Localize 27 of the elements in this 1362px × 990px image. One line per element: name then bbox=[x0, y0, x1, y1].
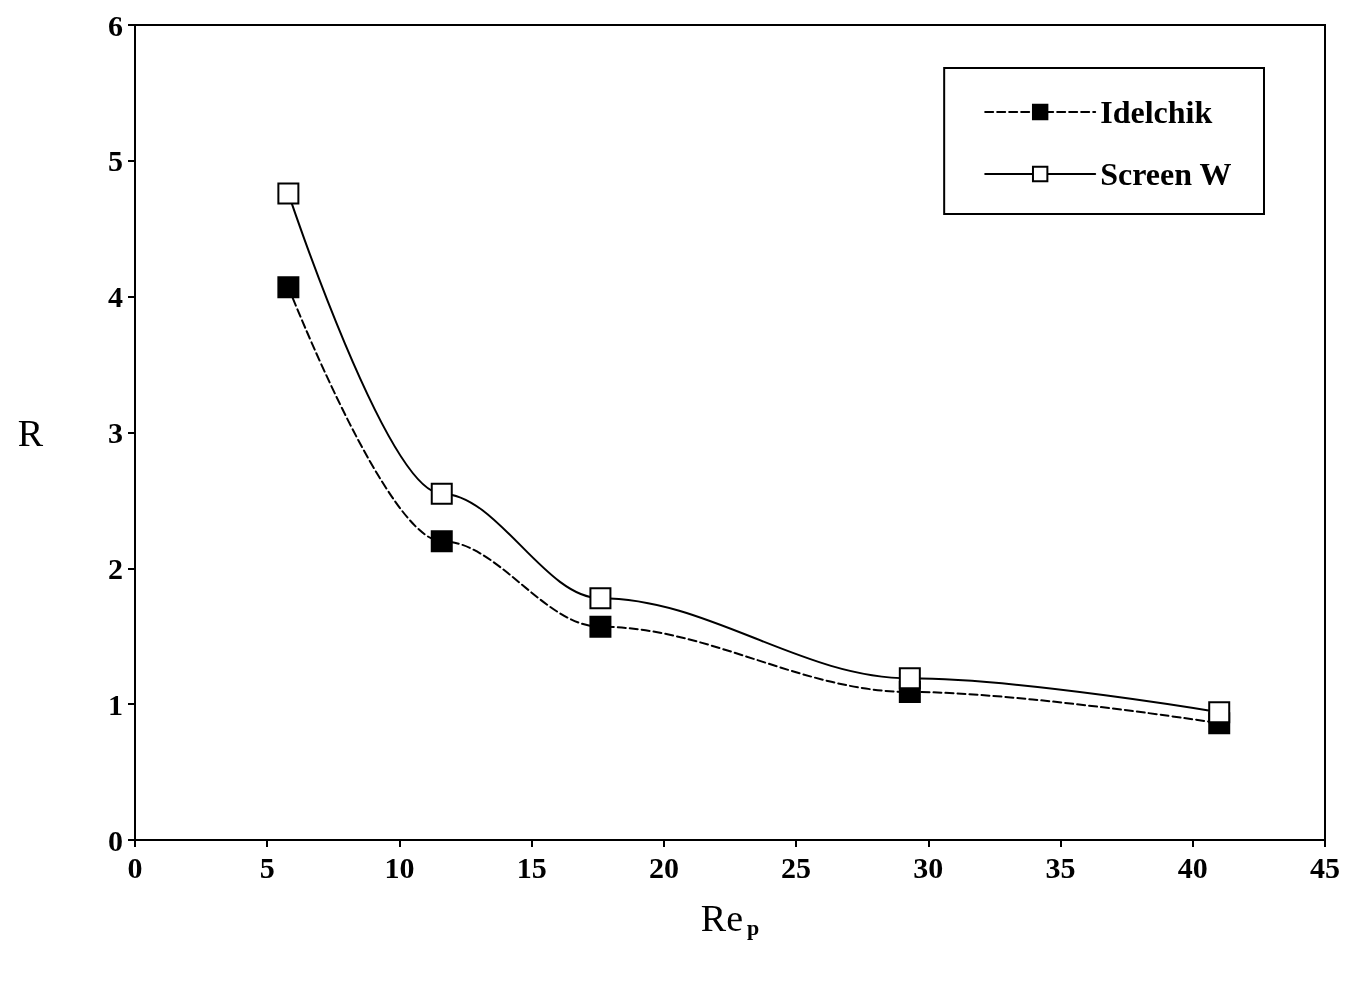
point bbox=[589, 587, 612, 610]
point bbox=[277, 276, 300, 299]
x-tick-label: 45 bbox=[1310, 850, 1340, 884]
x-tick-label: 10 bbox=[384, 850, 415, 884]
legend-label: Idelchik bbox=[1100, 94, 1213, 130]
y-tick-label: 1 bbox=[108, 687, 123, 721]
y-tick-label: 3 bbox=[108, 416, 123, 449]
legend-label: Screen W bbox=[1100, 156, 1232, 192]
x-tick-label: 5 bbox=[259, 850, 275, 884]
point bbox=[277, 182, 300, 205]
point bbox=[430, 530, 453, 553]
x-tick-label: 25 bbox=[781, 850, 812, 884]
x-tick-label: 35 bbox=[1045, 850, 1076, 884]
y-tick-label: 6 bbox=[108, 8, 123, 42]
y-tick-label: 2 bbox=[108, 551, 123, 585]
x-tick-label: 15 bbox=[516, 850, 547, 884]
point bbox=[1208, 701, 1231, 724]
y-tick-label: 4 bbox=[108, 280, 123, 314]
y-tick-label: 5 bbox=[108, 144, 123, 178]
point bbox=[898, 667, 921, 690]
x-tick-label: 40 bbox=[1177, 850, 1208, 884]
point bbox=[589, 615, 612, 638]
x-tick-label: 30 bbox=[913, 850, 944, 884]
y-axis-title: R bbox=[17, 411, 44, 454]
y-tick-label: 0 bbox=[108, 823, 123, 857]
point bbox=[430, 482, 453, 505]
x-tick-label: 20 bbox=[648, 850, 679, 884]
